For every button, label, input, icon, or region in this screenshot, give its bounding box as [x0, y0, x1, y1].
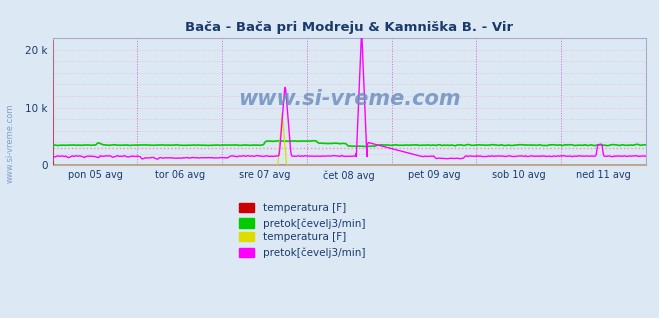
- Title: Bača - Bača pri Modreju & Kamniška B. - Vir: Bača - Bača pri Modreju & Kamniška B. - …: [185, 21, 513, 34]
- Legend: temperatura [F], pretok[čevelj3/min]: temperatura [F], pretok[čevelj3/min]: [235, 228, 369, 262]
- Text: www.si-vreme.com: www.si-vreme.com: [5, 103, 14, 183]
- Text: www.si-vreme.com: www.si-vreme.com: [238, 89, 461, 109]
